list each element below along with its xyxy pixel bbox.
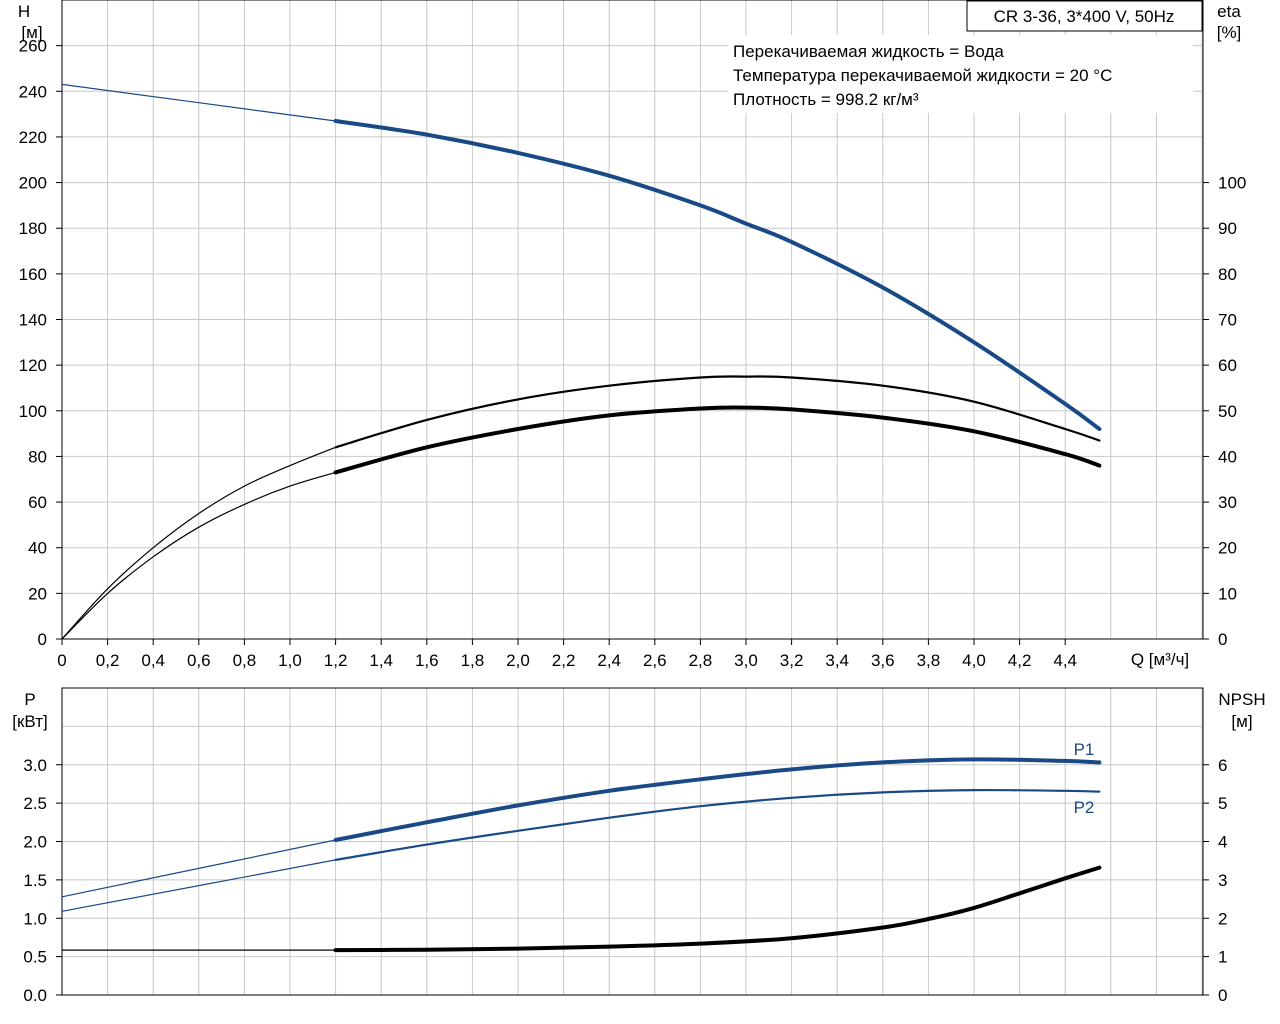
top-right-tick-70: 70 — [1218, 311, 1237, 330]
bottom-right-tick-2: 2 — [1218, 909, 1227, 928]
bottom-left-tick-1-0: 1.0 — [23, 909, 47, 928]
bottom-right-tick-6: 6 — [1218, 756, 1227, 775]
x-tick-4-0: 4,0 — [962, 651, 986, 670]
npsh-curve — [333, 865, 1102, 953]
bottom-right-tick-5: 5 — [1218, 794, 1227, 813]
x-tick-0-4: 0,4 — [141, 651, 165, 670]
power-npsh-panel: 0.0 0.5 1.0 1.5 2.0 2.5 3.0 0 1 2 3 4 5 6 P [кВт] NP… — [12, 687, 1266, 1005]
top-left-tick-100: 100 — [19, 402, 47, 421]
x-tick-2-6: 2,6 — [643, 651, 667, 670]
top-left-tick-0: 0 — [38, 630, 47, 649]
top-right-tick-20: 20 — [1218, 539, 1237, 558]
p1-curve-extrapolated — [61, 839, 336, 898]
top-right-tick-90: 90 — [1218, 219, 1237, 238]
top-left-tick-160: 160 — [19, 265, 47, 284]
x-tick-2-0: 2,0 — [506, 651, 530, 670]
top-left-tick-20: 20 — [28, 584, 47, 603]
top-left-tick-180: 180 — [19, 219, 47, 238]
p2-curve — [334, 788, 1101, 861]
right-axis-unit-percent: [%] — [1217, 23, 1242, 42]
left-axis-unit-m: [м] — [21, 23, 42, 42]
top-left-tick-40: 40 — [28, 539, 47, 558]
top-right-tick-50: 50 — [1218, 402, 1237, 421]
top-left-tick-200: 200 — [19, 174, 47, 193]
x-tick-3-4: 3,4 — [825, 651, 849, 670]
top-left-tick-60: 60 — [28, 493, 47, 512]
left-axis-unit-kw: [кВт] — [12, 712, 47, 731]
top-right-tick-80: 80 — [1218, 265, 1237, 284]
x-tick-0-8: 0,8 — [233, 651, 257, 670]
x-tick-3-2: 3,2 — [780, 651, 804, 670]
x-tick-0: 0 — [57, 651, 66, 670]
x-tick-2-8: 2,8 — [689, 651, 713, 670]
top-left-tick-220: 220 — [19, 128, 47, 147]
x-tick-4-4: 4,4 — [1053, 651, 1077, 670]
bottom-left-tick-0-0: 0.0 — [23, 986, 47, 1005]
x-tick-3-6: 3,6 — [871, 651, 895, 670]
bottom-right-tick-1: 1 — [1218, 948, 1227, 967]
top-right-tick-40: 40 — [1218, 447, 1237, 466]
bottom-left-tick-2-5: 2.5 — [23, 794, 47, 813]
x-tick-3-8: 3,8 — [917, 651, 941, 670]
x-tick-1-0: 1,0 — [278, 651, 302, 670]
bottom-right-tick-3: 3 — [1218, 871, 1227, 890]
bottom-left-tick-1-5: 1.5 — [23, 871, 47, 890]
top-right-tick-0: 0 — [1218, 630, 1227, 649]
x-tick-1-4: 1,4 — [369, 651, 393, 670]
top-series-1-curve-extrapolated — [61, 446, 336, 640]
series-label-p1: P1 — [1074, 740, 1095, 759]
info-density: Плотность = 998.2 кг/м³ — [733, 90, 919, 109]
top-series-0-curve-extrapolated — [61, 83, 336, 122]
top-left-tick-260: 260 — [19, 37, 47, 56]
p2-curve-extrapolated — [61, 859, 336, 912]
top-right-tick-60: 60 — [1218, 356, 1237, 375]
top-series-1-curve — [334, 375, 1101, 449]
p1-curve — [333, 757, 1102, 842]
top-series-2-curve-extrapolated — [61, 471, 336, 640]
title-box — [966, 0, 1203, 32]
left-axis-label-p: P — [24, 690, 35, 709]
x-tick-3-0: 3,0 — [734, 651, 758, 670]
x-tick-2-2: 2,2 — [552, 651, 576, 670]
bottom-right-tick-4: 4 — [1218, 833, 1227, 852]
series-label-p2: P2 — [1074, 798, 1095, 817]
info-fluid: Перекачиваемая жидкость = Вода — [733, 42, 1004, 61]
top-left-tick-120: 120 — [19, 356, 47, 375]
chart-title: CR 3-36, 3*400 V, 50Hz — [994, 7, 1175, 26]
x-tick-0-2: 0,2 — [96, 651, 120, 670]
bottom-left-tick-2-0: 2.0 — [23, 833, 47, 852]
top-left-tick-240: 240 — [19, 82, 47, 101]
right-axis-unit-m: [м] — [1231, 712, 1252, 731]
x-tick-1-6: 1,6 — [415, 651, 439, 670]
top-series-2-curve — [333, 405, 1102, 475]
right-axis-label-eta: eta — [1217, 2, 1241, 21]
x-tick-1-2: 1,2 — [324, 651, 348, 670]
x-axis-label: Q [м³/ч] — [1131, 650, 1189, 669]
top-left-tick-80: 80 — [28, 447, 47, 466]
bottom-left-tick-0-5: 0.5 — [23, 948, 47, 967]
right-axis-label-npsh: NPSH — [1218, 690, 1265, 709]
x-tick-2-4: 2,4 — [597, 651, 621, 670]
info-temperature: Температура перекачиваемой жидкости = 20… — [733, 66, 1112, 85]
top-series-0-curve — [333, 119, 1102, 431]
x-tick-0-6: 0,6 — [187, 651, 211, 670]
left-axis-label-h: H — [18, 2, 30, 21]
top-right-tick-10: 10 — [1218, 584, 1237, 603]
x-tick-4-2: 4,2 — [1008, 651, 1032, 670]
info-box — [728, 35, 1193, 113]
top-right-tick-30: 30 — [1218, 493, 1237, 512]
head-efficiency-panel: 0 0,2 0,4 0,6 0,8 1,0 1,2 1,4 1,6 1,8 2,0 2,2 2,4 2,6… — [18, 0, 1246, 670]
top-left-tick-140: 140 — [19, 311, 47, 330]
x-tick-1-8: 1,8 — [461, 651, 485, 670]
top-right-tick-100: 100 — [1218, 174, 1246, 193]
bottom-left-tick-3-0: 3.0 — [23, 756, 47, 775]
bottom-right-tick-0: 0 — [1218, 986, 1227, 1005]
